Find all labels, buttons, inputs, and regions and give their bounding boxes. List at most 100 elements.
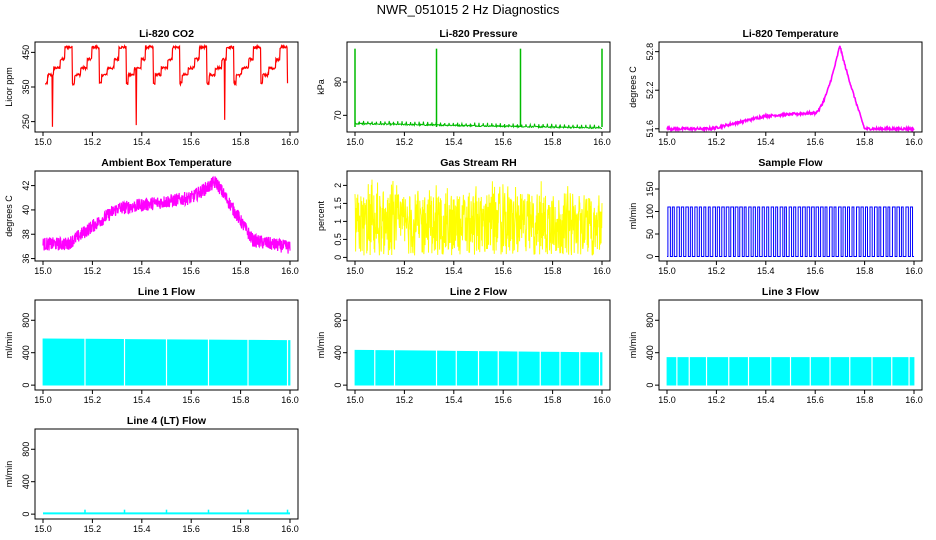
plot-frame (658, 41, 923, 133)
y-axis-label: ml/min (628, 203, 638, 230)
y-tick-label: 80 (333, 77, 343, 87)
line3-segment-13 (909, 357, 915, 386)
plot-frame (658, 299, 923, 391)
pressure-line (354, 120, 603, 130)
x-tick-label: 15.0 (346, 395, 364, 405)
x-tick-label: 15.2 (396, 266, 414, 276)
line2-segment-11 (600, 352, 603, 386)
line3-segment-7 (791, 357, 810, 386)
series-sample_flow (667, 206, 914, 257)
chart-box_temp: Ambient Box Temperature 15.0 15.2 15.4 15.6 1… (4, 157, 299, 276)
x-tick-label: 15.4 (445, 266, 463, 276)
line3-segment-1 (677, 357, 689, 386)
x-tick-label: 15.4 (133, 266, 151, 276)
x-tick-label: 15.6 (494, 266, 512, 276)
x-tick-label: 16.0 (905, 266, 923, 276)
y-tick-label: 400 (645, 345, 655, 360)
plot-frame (346, 41, 611, 133)
x-tick-label: 15.2 (84, 395, 102, 405)
line2-segment-1 (375, 350, 394, 386)
chart-pressure: Li-820 Pressure 15.0 15.2 15.4 15.6 15.8 16.0 7… (316, 28, 611, 147)
x-tick-label: 15.6 (182, 266, 200, 276)
plot-frame (34, 428, 299, 520)
x-tick-label: 16.0 (281, 395, 299, 405)
y-tick-label: 1 (333, 219, 343, 224)
series-line2 (354, 349, 603, 386)
x-tick-label: 15.4 (445, 137, 463, 147)
line3-segment-9 (830, 357, 850, 386)
y-axis-label: percent (316, 200, 326, 231)
chart-title: Li-820 Pressure (439, 28, 517, 40)
y-axis-label: ml/min (316, 332, 326, 359)
y-axis-label: kPa (316, 79, 326, 95)
rh-line (354, 179, 603, 256)
x-tick-label: 15.4 (757, 137, 775, 147)
plot-frame (34, 41, 299, 133)
y-tick-label: 40 (21, 205, 31, 215)
line1-segment-3 (167, 339, 208, 386)
x-tick-label: 15.8 (856, 266, 874, 276)
series-pressure (354, 48, 603, 130)
x-tick-label: 15.0 (34, 137, 52, 147)
y-tick-label: 400 (333, 345, 343, 360)
figure-title: NWR_051015 2 Hz Diagnostics (376, 2, 560, 17)
y-tick-label: 100 (645, 204, 655, 219)
chart-title: Line 3 Flow (762, 286, 820, 298)
y-tick-label: 350 (21, 79, 31, 94)
line2-segment-10 (580, 352, 599, 386)
line2-segment-6 (498, 351, 518, 386)
line2-segment-0 (354, 349, 375, 386)
y-tick-label: 800 (21, 442, 31, 457)
y-axis-label: ml/min (4, 461, 14, 488)
y-tick-label: 0 (333, 255, 343, 260)
line1-segment-1 (85, 338, 124, 386)
line2-segment-8 (540, 351, 560, 386)
x-tick-label: 15.6 (494, 137, 512, 147)
plot-frame (34, 170, 299, 262)
y-tick-label: 400 (21, 345, 31, 360)
y-tick-label: 250 (21, 114, 31, 129)
x-tick-label: 15.6 (182, 524, 200, 534)
chart-title: Sample Flow (758, 157, 823, 169)
x-tick-label: 15.4 (445, 395, 463, 405)
x-tick-label: 15.0 (658, 395, 676, 405)
x-tick-label: 15.0 (34, 266, 52, 276)
x-tick-label: 15.0 (346, 266, 364, 276)
line3-segment-12 (892, 357, 909, 386)
chart-title: Line 1 Flow (138, 286, 196, 298)
chart-title: Line 4 (LT) Flow (127, 415, 207, 427)
chart-line2: Line 2 Flow 15.0 15.2 15.4 15.6 15.8 16.0 0 400 8… (316, 286, 611, 405)
y-tick-label: 150 (645, 181, 655, 196)
x-tick-label: 15.2 (708, 137, 726, 147)
line1-segment-6 (288, 340, 291, 386)
chart-title: Line 2 Flow (450, 286, 508, 298)
chart-title: Gas Stream RH (440, 157, 516, 169)
x-tick-label: 15.2 (84, 266, 102, 276)
x-tick-label: 15.0 (34, 524, 52, 534)
y-axis-label: ml/min (628, 332, 638, 359)
x-tick-label: 15.0 (658, 266, 676, 276)
licor-temp-line (666, 45, 915, 133)
box-temp-line (42, 175, 291, 254)
series-line3 (666, 357, 915, 386)
y-tick-label: 0 (21, 512, 31, 517)
x-tick-label: 15.8 (232, 266, 250, 276)
chart-line4: Line 4 (LT) Flow 15.0 15.2 15.4 15.6 15.8 16.0… (4, 415, 299, 534)
series-co2 (44, 43, 289, 127)
sample-flow-line (667, 206, 914, 257)
line1-segment-0 (42, 338, 85, 386)
x-tick-label: 15.2 (396, 137, 414, 147)
x-tick-label: 15.6 (494, 395, 512, 405)
y-tick-label: 0 (645, 254, 655, 259)
x-tick-label: 16.0 (905, 395, 923, 405)
y-tick-label: 450 (21, 45, 31, 60)
x-tick-label: 15.6 (806, 395, 824, 405)
chart-sample_flow: Sample Flow 15.0 15.2 15.4 15.6 15.8 16.0 0 50 10… (628, 157, 923, 276)
y-axis-label: ml/min (4, 332, 14, 359)
x-tick-label: 15.0 (658, 137, 676, 147)
line2-segment-5 (479, 351, 498, 386)
x-tick-label: 15.2 (708, 395, 726, 405)
chart-line3: Line 3 Flow 15.0 15.2 15.4 15.6 15.8 16.0 0 400 8… (628, 286, 923, 405)
y-tick-label: 800 (21, 313, 31, 328)
x-tick-label: 15.4 (133, 524, 151, 534)
